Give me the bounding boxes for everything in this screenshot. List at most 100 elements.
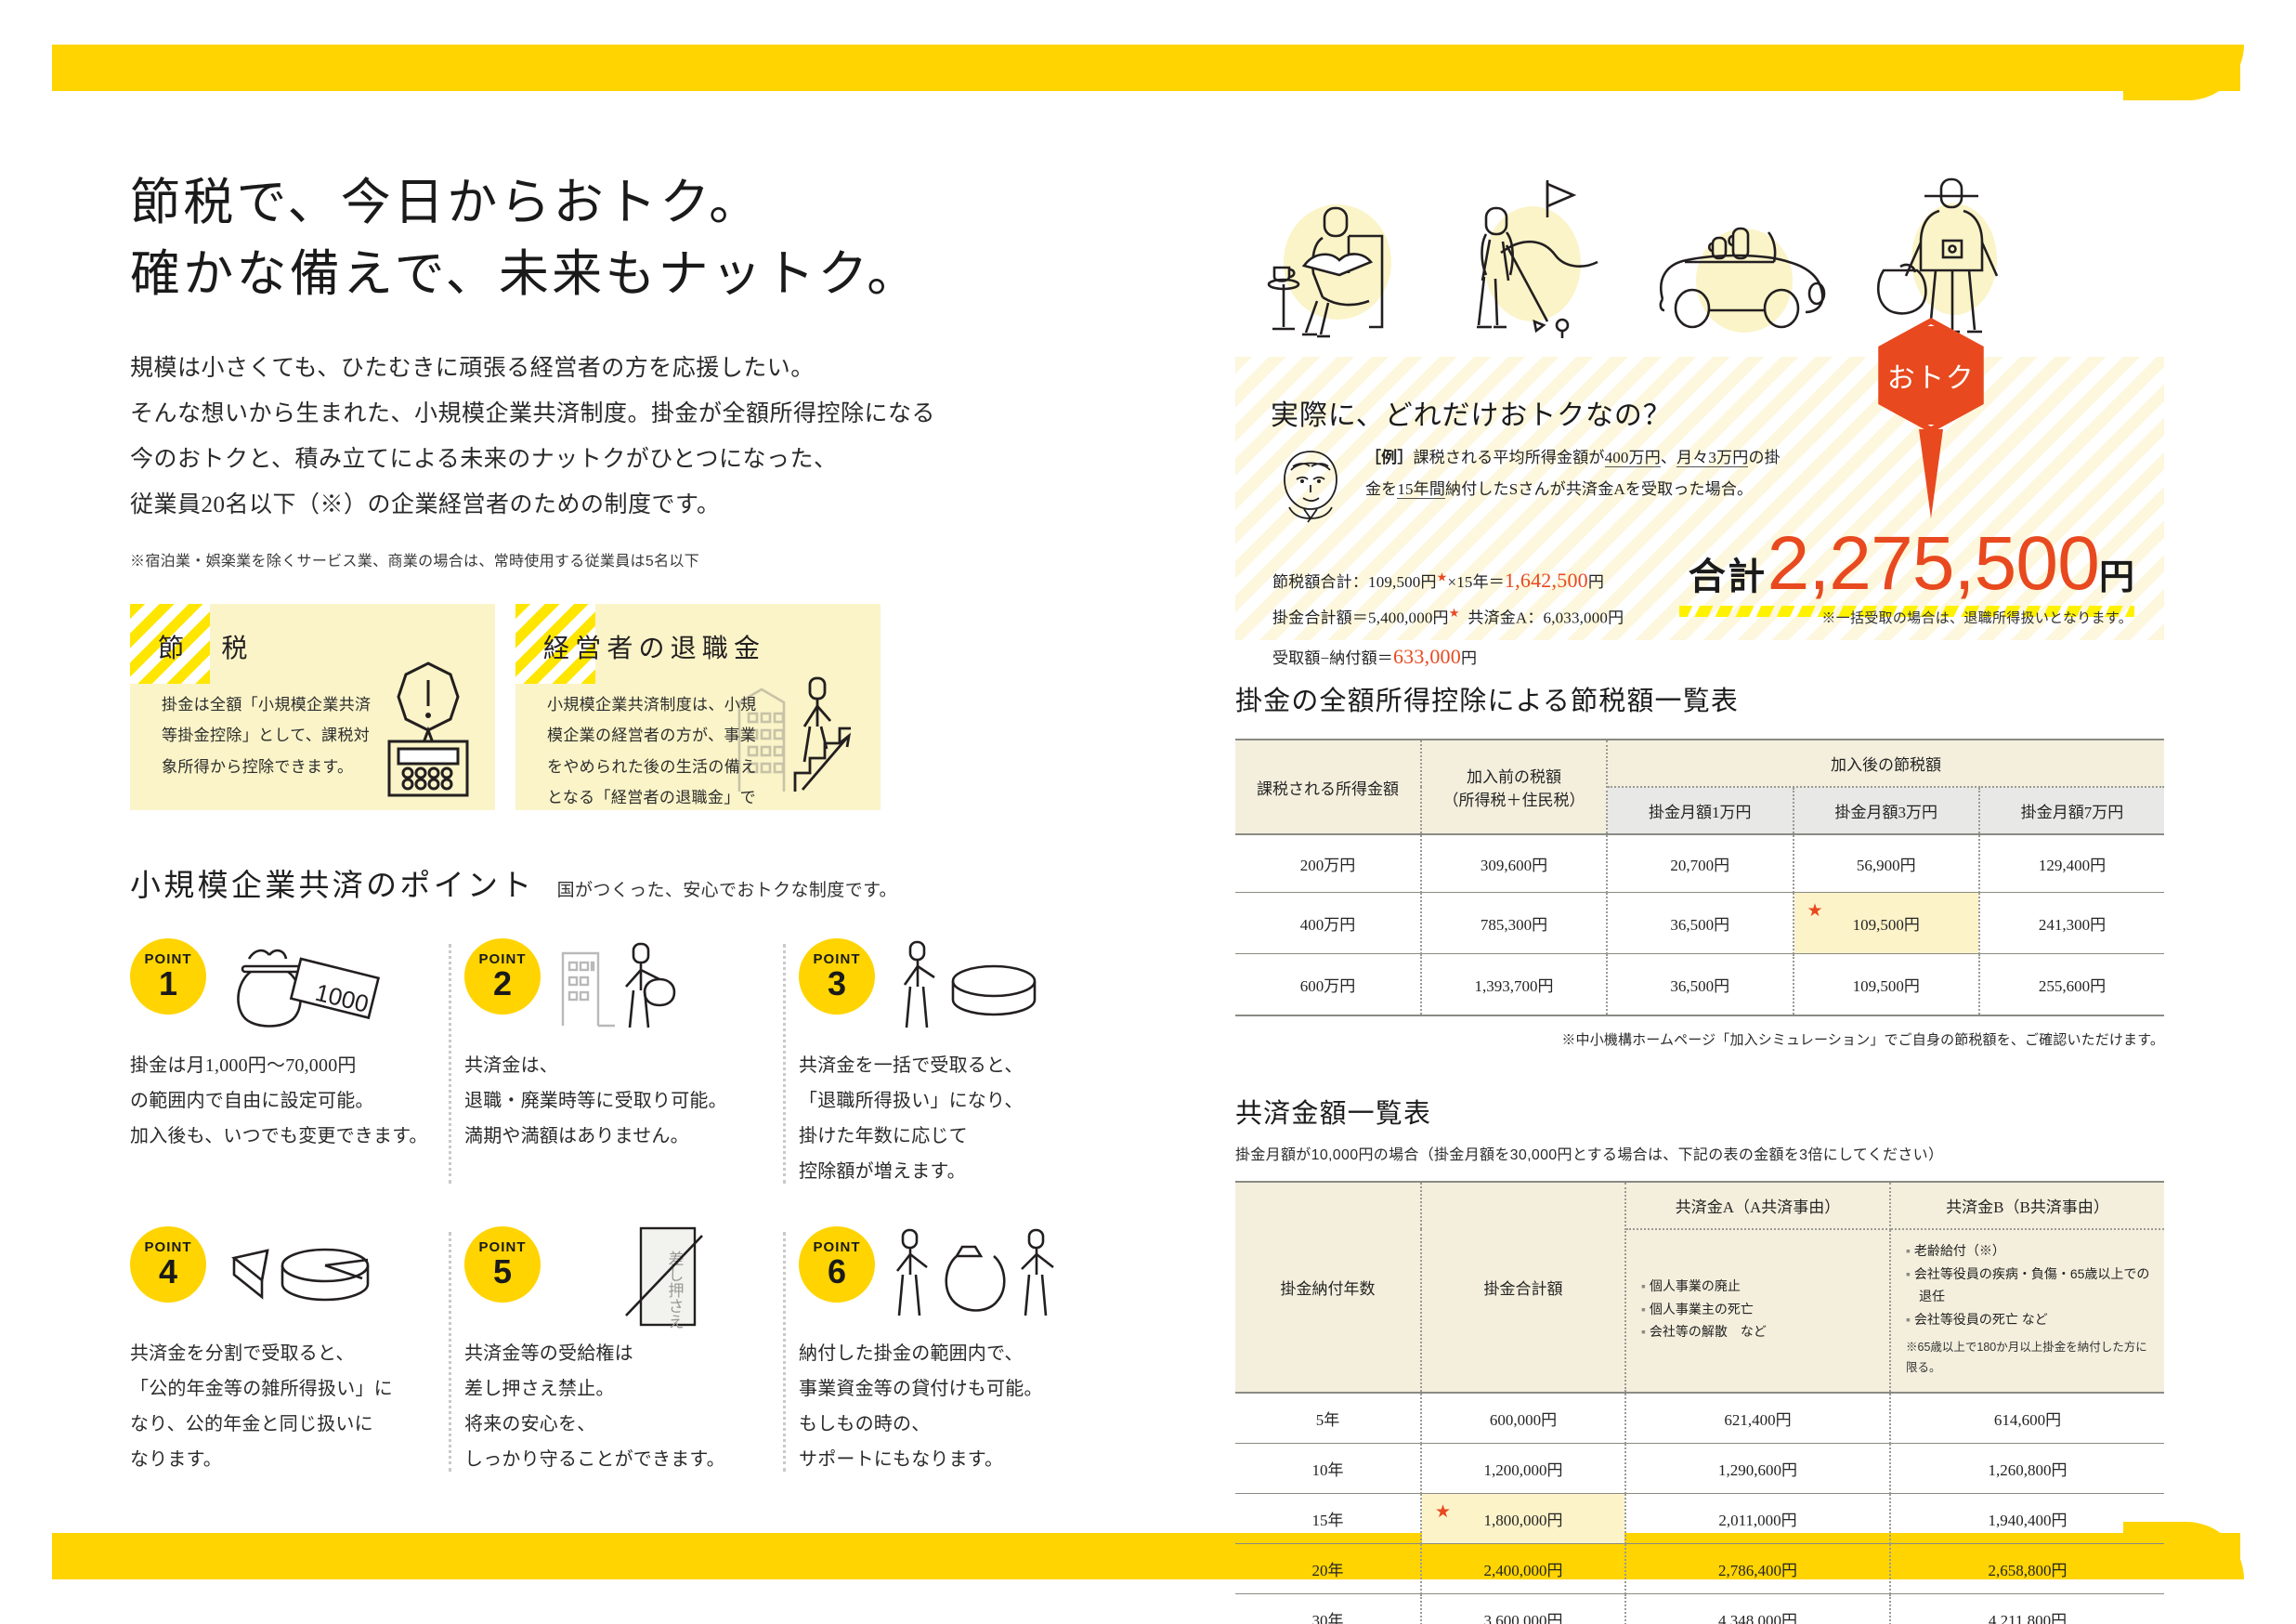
star-marker-icon: ★ [1435,1501,1452,1522]
cell-before: 1,393,700円 [1421,953,1608,1016]
calc-row-2: 掛金合計額＝5,400,000円★ 共済金A：6,033,000円 [1272,601,1811,635]
cell-a: 621,400円 [1625,1391,1891,1444]
bullet-a-2: 個人事業主の死亡 [1641,1298,1876,1321]
diagonal-stripe-decoration [130,604,210,685]
table-row: 600万円 1,393,700円 36,500円 109,500円 255,60… [1235,953,2164,1016]
cell-years: 10年 [1235,1442,1422,1494]
cell-income: 400万円 [1235,892,1422,954]
table1-title: 掛金の全額所得控除による節税額一覧表 [1235,687,1740,716]
building-person-bag-icon [555,938,767,1031]
lead-line-3: 今のおトクと、積み立てによる未来のナットクがひとつになった、 [130,446,838,472]
point-line: 将来の安心を、 [464,1414,596,1435]
page-title: 節税で、今日からおトク。 確かな備えで、未来もナットク。 [130,167,1133,309]
elderly-man-face-icon [1272,446,1349,523]
point-line: なります。 [130,1449,222,1471]
point-line: しっかり守ることができます。 [464,1449,725,1471]
asterisk-mark: ★ [1436,570,1448,584]
point-badge-word: POINT [478,950,527,967]
point-badge-number: 6 [827,1251,847,1290]
right-column: おトク 実際に、どれだけおトクなの？ ［例］課税される [1235,149,2164,1624]
point-badge-word: POINT [813,950,861,967]
table2-bullets-b: 老齢給付（※） 会社等役員の疾病・負傷・65歳以上での退任 会社等役員の死亡 な… [1890,1229,2164,1393]
point-line: 掛けた年数に応じて [799,1126,968,1147]
calc-row1-label: 節税額合計：109,500円 [1272,573,1437,591]
point-text-2: 共済金は、 退職・廃業時等に受取り可能。 満期や満額はありません。 [464,1048,767,1154]
example-keyword-monthly: 月々3万円 [1676,449,1749,467]
point-line: 満期や満額はありません。 [464,1126,689,1147]
table-row: 10年 1,200,000円 1,290,600円 1,260,800円 [1235,1442,2164,1494]
point-badge-4: POINT 4 [130,1226,206,1303]
point-line: もしもの時の、 [799,1414,931,1435]
otoku-example-text: ［例］課税される平均所得金額が400万円、月々3万円の掛金を15年間納付したSさ… [1365,442,1783,505]
feature-body: 掛金は全額「小規模企業共済等掛金控除」として、課税対象所得から控除できます。 [162,696,372,776]
feature-boxes: 節 税 掛金は全額「小規模企業共済等掛金控除」として、課税対象所得から控除できま… [130,604,1133,811]
cell-m1: 36,500円 [1607,892,1794,954]
cell-m3: 109,500円 [1793,953,1981,1016]
point-text-6: 納付した掛金の範囲内で、 事業資金等の貸付けも可能。 もしもの時の、 サポートに… [799,1336,1102,1477]
point-line: 差し押さえ禁止。 [464,1379,615,1400]
example-part-4: 納付したSさんが [1445,480,1566,498]
cell-total-value: 1,800,000円 [1483,1511,1563,1529]
otoku-badge-inner-border [1884,324,1978,426]
headline-line-1: 節税で、今日からおトク。 [130,175,763,230]
table1-subheader-7man: 掛金月額7万円 [1979,787,2164,834]
cell-before: 785,300円 [1421,892,1608,954]
cell-b: 2,658,800円 [1890,1542,2164,1594]
point-badge-number: 2 [492,963,513,1002]
cell-a: 4,348,000円 [1625,1592,1891,1624]
point-badge-3: POINT 3 [799,938,875,1015]
convertible-car-icon [1644,195,1839,344]
table2-header-years: 掛金納付年数 [1235,1181,1422,1393]
cell-total: 3,600,000円 [1421,1592,1626,1624]
tax-saving-table: 課税される所得金額 加入前の税額 （所得税＋住民税） 加入後の節税額 掛金月額1… [1235,739,2164,1016]
point-card-5: POINT 5 差し押さえ 共済金等の受給権は 差し押さえ禁止。 将来の安 [464,1226,799,1477]
cell-years: 20年 [1235,1542,1422,1594]
cell-income: 200万円 [1235,833,1422,893]
table2-footnote-b: ※65歳以上で180か月以上掛金を納付した方に限る。 [1906,1341,2147,1374]
point-badge-number: 4 [158,1251,178,1290]
table1-subheader-1man: 掛金月額1万円 [1607,787,1794,834]
cell-b: 1,940,400円 [1890,1492,2164,1544]
calc-row2-label: 掛金合計額＝5,400,000円 [1272,609,1449,627]
table2-title: 共済金額一覧表 [1235,1099,1432,1129]
otoku-total: 合計 2,275,500 円 [1689,520,2134,608]
total-unit: 円 [2098,558,2134,597]
cell-years: 30年 [1235,1592,1422,1624]
point-line: 「公的年金等の雑所得扱い」に [130,1379,393,1400]
table2-header-b: 共済金B（B共済事由） [1890,1181,2164,1230]
top-yellow-bar-corner [2123,45,2244,100]
top-yellow-bar [52,45,2240,91]
example-part-1: 課税される平均所得金額が [1413,449,1605,466]
example-part-5: 共済金Aを受取った場合。 [1565,480,1754,498]
point-line: 納付した掛金の範囲内で、 [799,1343,1024,1365]
point-card-1: POINT 1 1000 掛金は月1,000円〜70, [130,938,464,1189]
building-stairs-icon [730,669,869,799]
lead-footnote: ※宿泊業・娯楽業を除くサービス業、商業の場合は、常時使用する従業員は5名以下 [130,554,700,570]
point-text-3: 共済金を一括で受取ると、 「退職所得扱い」になり、 掛けた年数に応じて 控除額が… [799,1048,1102,1189]
otoku-note: ※一括受取の場合は、退職所得扱いとなります。 [1821,610,2133,626]
point-line: 「退職所得扱い」になり、 [799,1091,1024,1112]
otoku-panel: おトク 実際に、どれだけおトクなの？ ［例］課税される [1235,318,2164,668]
calc-row1-value: 1,642,500 [1504,569,1588,592]
point-badge-6: POINT 6 [799,1226,875,1303]
lead-paragraph: 規模は小さくても、ひたむきに頑張る経営者の方を応援したい。 そんな想いから生まれ… [130,347,1133,528]
point-text-5: 共済金等の受給権は 差し押さえ禁止。 将来の安心を、 しっかり守ることができます… [464,1336,767,1477]
table-row: 15年 ★ 1,800,000円 2,011,000円 1,940,400円 [1235,1492,2164,1544]
bullet-a-3: 会社等の解散 など [1641,1320,1876,1343]
pie-slice-icon [221,1226,433,1319]
cell-m7: 255,600円 [1979,953,2164,1016]
otoku-badge-label: おトク [1886,363,1976,394]
table1-header-before-l1: 加入前の税額 [1467,768,1561,786]
cell-m1: 20,700円 [1607,833,1794,893]
table-row: 400万円 785,300円 36,500円 ★ 109,500円 241,30… [1235,892,2164,954]
otoku-badge-tail [1919,429,1943,518]
cell-a: 2,011,000円 [1625,1492,1891,1544]
point-line: 退職・廃業時等に受取り可能。 [464,1091,727,1112]
point-badge-number: 3 [827,963,847,1002]
no-seizure-icon: 差し押さえ [555,1226,767,1329]
table1-header-income: 課税される所得金額 [1235,739,1422,834]
table1-header-group: 加入後の節税額 [1607,739,2164,788]
point-badge-2: POINT 2 [464,938,541,1015]
table1-header-before: 加入前の税額 （所得税＋住民税） [1421,739,1608,834]
